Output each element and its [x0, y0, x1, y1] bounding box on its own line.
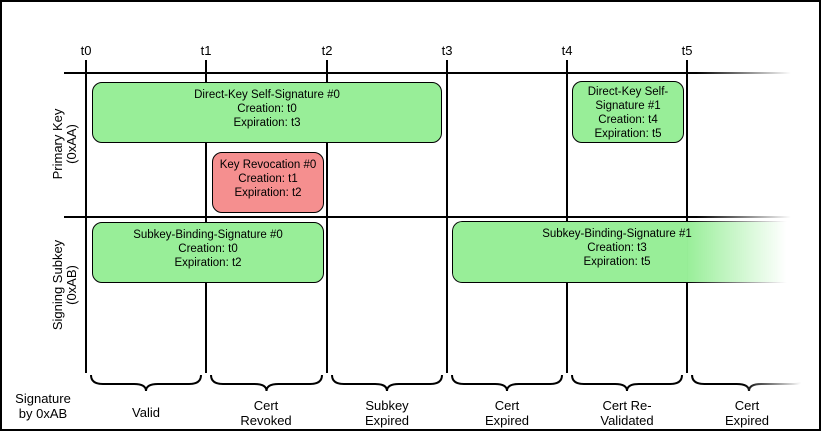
row-label-primary-key-line2: (0xAA)	[64, 124, 79, 164]
timeline-axis-signing-subkey	[64, 216, 791, 218]
tick-label-t4: t4	[561, 43, 573, 58]
box-expiration: Expiration: t5	[594, 128, 662, 140]
underbrace-valid	[90, 374, 202, 392]
row-label-primary-key: Primary Key (0xAA)	[50, 108, 79, 180]
box-expiration: Expiration: t2	[234, 187, 302, 199]
box-title-line2: Signature #1	[595, 100, 661, 112]
segment-label-cert-revalidated: Cert Re- Validated	[567, 398, 687, 428]
segment-label-subkey-expired: Subkey Expired	[327, 398, 447, 428]
bottom-axis-label: Signature by 0xAB	[6, 391, 80, 421]
segment-label-valid: Valid	[86, 398, 206, 420]
gridline-t5	[686, 60, 688, 373]
underbrace-cert-expired-1	[451, 374, 563, 392]
gridline-t1	[205, 60, 207, 373]
segment-label-line: Cert	[734, 398, 760, 413]
signature-box-subkey-binding-signature-1	[452, 221, 797, 283]
tick-label-t3: t3	[441, 43, 453, 58]
box-title: Subkey-Binding-Signature #1	[542, 228, 692, 240]
signature-box-subkey-binding-signature-1-text: Subkey-Binding-Signature #1 Creation: t3…	[452, 227, 782, 269]
box-creation: Creation: t0	[178, 243, 238, 255]
segment-label-cert-expired-1: Cert Expired	[447, 398, 567, 428]
box-creation: Creation: t0	[237, 103, 297, 115]
segment-label-line: Revoked	[240, 413, 292, 428]
row-label-signing-subkey-line1: Signing Subkey	[50, 239, 65, 331]
gridline-t4	[566, 60, 568, 373]
segment-label-line: Cert	[494, 398, 520, 413]
box-expiration: Expiration: t2	[174, 257, 242, 269]
signature-box-direct-key-self-signature-1: Direct-Key Self- Signature #1 Creation: …	[572, 81, 684, 143]
box-creation: Creation: t1	[238, 173, 298, 185]
segment-label-line: Cert	[253, 398, 279, 413]
box-creation: Creation: t4	[598, 114, 658, 126]
bottom-axis-label-line1: Signature	[15, 391, 71, 406]
segment-label-line: Expired	[484, 413, 530, 428]
box-expiration: Expiration: t3	[233, 117, 301, 129]
box-title: Key Revocation #0	[219, 159, 317, 171]
segment-label-line: Valid	[132, 405, 160, 420]
segment-label-cert-revoked: Cert Revoked	[206, 398, 326, 428]
segment-label-cert-expired-2: Cert Expired	[687, 398, 807, 428]
row-label-primary-key-line1: Primary Key	[50, 108, 65, 180]
box-expiration: Expiration: t5	[583, 256, 651, 268]
box-creation: Creation: t3	[587, 242, 647, 254]
gridline-t2	[326, 60, 328, 373]
underbrace-cert-revoked	[210, 374, 323, 392]
segment-label-line: Cert Re-	[602, 398, 652, 413]
gridline-t3	[446, 60, 448, 373]
signature-box-key-revocation-0: Key Revocation #0 Creation: t1 Expiratio…	[212, 152, 324, 213]
timeline-axis-primary-key	[64, 72, 791, 74]
tick-label-t2: t2	[321, 43, 333, 58]
signature-box-direct-key-self-signature-0: Direct-Key Self-Signature #0 Creation: t…	[92, 82, 442, 143]
underbrace-cert-expired-2	[691, 374, 807, 392]
gridline-t0	[85, 60, 87, 373]
segment-label-line: Validated	[600, 413, 654, 428]
segment-label-line: Expired	[364, 413, 410, 428]
row-label-signing-subkey-line2: (0xAB)	[64, 265, 79, 305]
row-label-signing-subkey: Signing Subkey (0xAB)	[50, 239, 79, 331]
segment-label-line: Expired	[724, 413, 770, 428]
tick-label-t1: t1	[200, 43, 212, 58]
box-title: Subkey-Binding-Signature #0	[133, 229, 283, 241]
tick-label-t0: t0	[80, 43, 92, 58]
signature-box-subkey-binding-signature-0: Subkey-Binding-Signature #0 Creation: t0…	[92, 222, 324, 283]
underbrace-cert-revalidated	[571, 374, 683, 392]
tick-label-t5: t5	[681, 43, 693, 58]
segment-label-line: Subkey	[365, 398, 409, 413]
box-title: Direct-Key Self-Signature #0	[194, 89, 340, 101]
underbrace-subkey-expired	[331, 374, 443, 392]
box-title-line1: Direct-Key Self-	[587, 86, 669, 98]
bottom-axis-label-line2: by 0xAB	[18, 406, 68, 421]
